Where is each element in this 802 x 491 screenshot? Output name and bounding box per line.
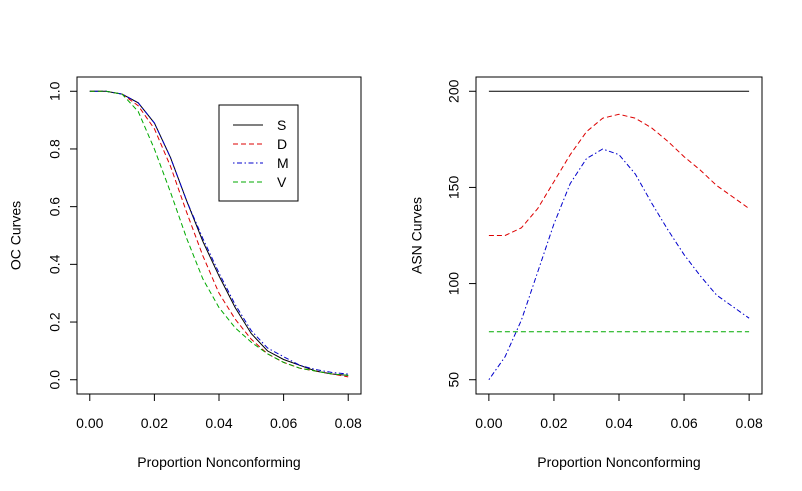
oc-x-tick-label: 0.02	[141, 415, 168, 431]
oc-y-tick-label: 0.8	[47, 139, 63, 159]
asn-y-tick-label: 200	[446, 79, 462, 103]
asn-x-tick-label: 0.02	[540, 415, 567, 431]
oc-curves-panel: 0.00 0.02 0.04 0.06 0.08 Proportion Nonconfor…	[8, 76, 362, 470]
asn-y-tick-label: 100	[446, 272, 462, 296]
asn-series-m-line	[488, 148, 750, 380]
oc-x-tick-label: 0.00	[76, 415, 103, 431]
asn-x-tick-label: 0.00	[475, 415, 502, 431]
asn-series-d-line	[488, 113, 750, 236]
asn-y-axis-label: ASN Curves	[409, 197, 425, 274]
oc-y-axis-label: OC Curves	[8, 201, 24, 270]
oc-x-tick-label: 0.08	[335, 415, 362, 431]
oc-y-tick-label: 0.0	[47, 370, 63, 390]
asn-curves-panel: 0.00 0.02 0.04 0.06 0.08 Proportion Nonconfor…	[409, 76, 763, 470]
oc-legend-label-v: V	[277, 174, 287, 190]
asn-x-tick-label: 0.04	[605, 415, 632, 431]
oc-x-tick-label: 0.06	[270, 415, 297, 431]
oc-series-v-line	[89, 90, 349, 376]
asn-x-tick-label: 0.08	[736, 415, 763, 431]
oc-y-tick-label: 0.2	[47, 312, 63, 332]
asn-x-axis-label: Proportion Nonconforming	[537, 454, 700, 470]
oc-legend-label-m: M	[277, 155, 289, 171]
oc-y-tick-label: 1.0	[47, 81, 63, 101]
asn-x-tick-label: 0.06	[670, 415, 697, 431]
oc-x-tick-label: 0.04	[205, 415, 232, 431]
asn-y-tick-label: 150	[446, 176, 462, 200]
oc-legend-box	[218, 104, 299, 202]
oc-legend-label-s: S	[277, 117, 286, 133]
oc-x-axis-label: Proportion Nonconforming	[137, 454, 300, 470]
oc-legend-label-d: D	[277, 136, 287, 152]
oc-y-tick-label: 0.6	[47, 197, 63, 217]
oc-y-tick-label: 0.4	[47, 254, 63, 274]
asn-y-tick-label: 50	[446, 372, 462, 388]
oc-series-m-line	[89, 90, 349, 375]
